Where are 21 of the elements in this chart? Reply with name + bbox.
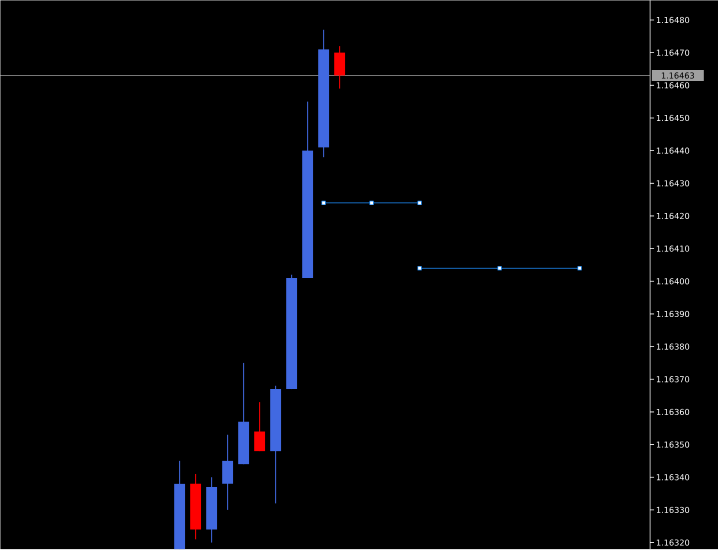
y-tick-label: 1.16400 (656, 278, 690, 285)
y-tick-label: 1.16380 (656, 344, 690, 350)
y-tick-label: 1.16360 (656, 409, 690, 416)
y-tick-label: 1.16460 (656, 82, 690, 89)
candlestick (254, 402, 266, 452)
y-tick-label: 1.16390 (656, 311, 690, 318)
ref-line-label: 1.16463 (662, 72, 694, 79)
y-tick-label: 1.16450 (656, 115, 690, 122)
y-tick-label: 1.16340 (656, 474, 690, 481)
y-tick-label: 1.16420 (656, 213, 690, 220)
y-tick-label: 1.16410 (656, 246, 690, 252)
y-tick-label: 1.16430 (656, 180, 690, 187)
candlestick (222, 434, 234, 511)
y-tick-label: 1.16370 (656, 376, 690, 383)
y-tick-label: 1.16440 (656, 148, 690, 154)
candlestick (334, 46, 346, 90)
y-tick-label: 1.16350 (656, 442, 690, 448)
y-tick-label: 1.16470 (656, 50, 690, 56)
y-tick-label: 1.16330 (656, 507, 690, 514)
y-tick-label: 1.16320 (656, 540, 690, 546)
y-tick-label: 1.16480 (656, 17, 690, 24)
